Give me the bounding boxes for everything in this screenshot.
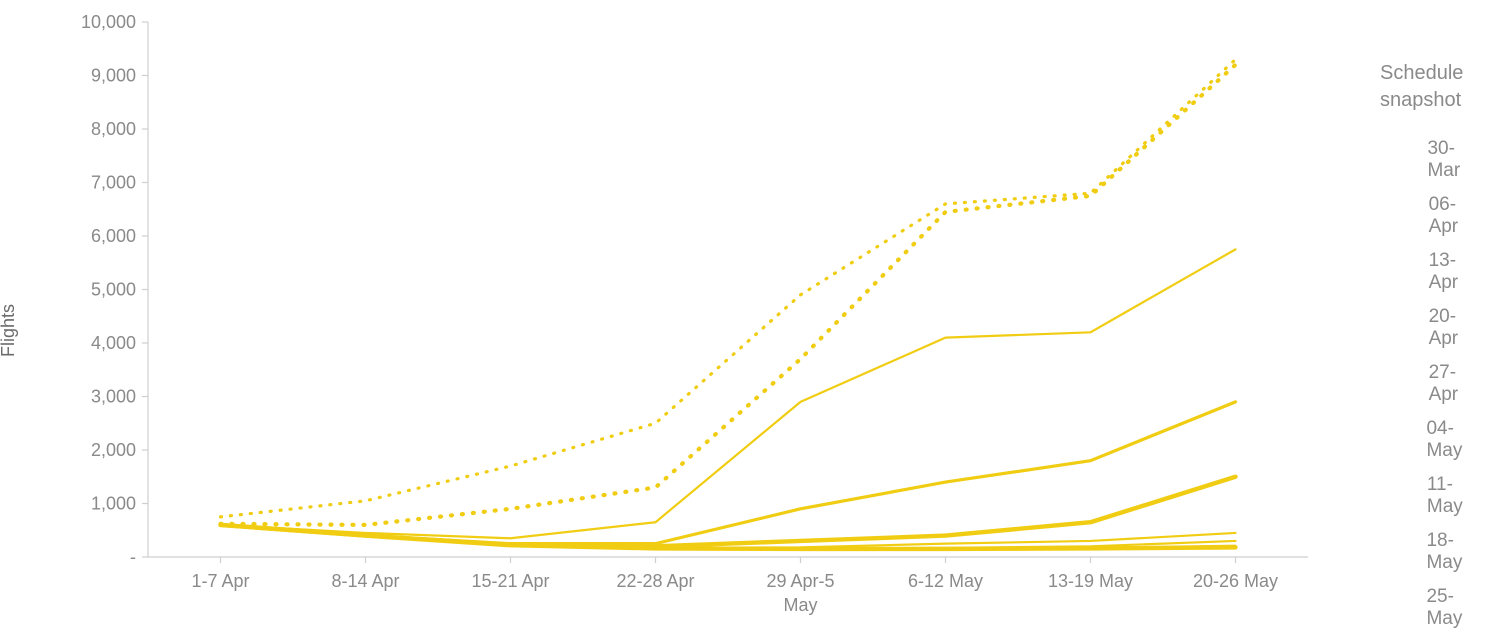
- legend-item: 13-Apr: [1380, 250, 1474, 294]
- line-chart: - 1,000 2,000 3,000 4,000 5,000 6,000 7,000 8,00…: [60, 10, 1352, 630]
- series-line: [221, 65, 1236, 525]
- legend-label: 20-Apr: [1429, 306, 1474, 350]
- x-tick-label: 29 Apr-5: [766, 571, 834, 591]
- series-line: [221, 59, 1236, 516]
- legend-label: 06-Apr: [1429, 194, 1474, 238]
- legend-items: 30-Mar 06-Apr 13-Apr 20-Apr 27-Apr 04-May 11-M…: [1380, 138, 1474, 630]
- y-tick-label: 10,000: [81, 12, 136, 32]
- chart-container: Flights - 1,000 2,000 3,000 4,000 5,000 6,000 7…: [0, 0, 1492, 639]
- legend-label: 04-May: [1426, 418, 1473, 462]
- x-tick-label: May: [783, 595, 817, 615]
- series-line: [221, 249, 1236, 538]
- y-axis-title: Flights: [0, 303, 19, 356]
- legend-item: 04-May: [1380, 418, 1474, 462]
- y-tick-label: 4,000: [91, 333, 136, 353]
- chart-legend: Schedule snapshot 30-Mar 06-Apr 13-Apr 20-A…: [1352, 0, 1492, 639]
- legend-item: 30-Mar: [1380, 138, 1474, 182]
- y-tick-label: 2,000: [91, 440, 136, 460]
- legend-item: 27-Apr: [1380, 362, 1474, 406]
- x-tick-label: 15-21 Apr: [471, 571, 549, 591]
- x-tick-label: 22-28 Apr: [616, 571, 694, 591]
- y-tick-label: -: [130, 547, 136, 567]
- y-tick-label: 5,000: [91, 280, 136, 300]
- legend-item: 06-Apr: [1380, 194, 1474, 238]
- legend-item: 20-Apr: [1380, 306, 1474, 350]
- y-tick-label: 9,000: [91, 66, 136, 86]
- x-tick-label: 6-12 May: [908, 571, 983, 591]
- y-tick-label: 6,000: [91, 226, 136, 246]
- y-tick-label: 8,000: [91, 119, 136, 139]
- y-tick-label: 1,000: [91, 494, 136, 514]
- legend-title: Schedule snapshot: [1380, 60, 1474, 114]
- legend-label: 25-May: [1426, 586, 1473, 630]
- x-tick-label: 1-7 Apr: [191, 571, 249, 591]
- legend-label: 13-Apr: [1429, 250, 1474, 294]
- legend-item: 11-May: [1380, 474, 1474, 518]
- legend-label: 27-Apr: [1429, 362, 1474, 406]
- legend-label: 30-Mar: [1427, 138, 1473, 182]
- legend-item: 18-May: [1380, 530, 1474, 574]
- y-tick-label: 3,000: [91, 387, 136, 407]
- x-tick-label: 8-14 Apr: [331, 571, 399, 591]
- legend-item: 25-May: [1380, 586, 1474, 630]
- chart-plot-wrap: Flights - 1,000 2,000 3,000 4,000 5,000 6,000 7…: [0, 0, 1352, 639]
- y-tick-label: 7,000: [91, 173, 136, 193]
- x-tick-label: 20-26 May: [1193, 571, 1278, 591]
- x-tick-label: 13-19 May: [1048, 571, 1133, 591]
- legend-label: 18-May: [1426, 530, 1473, 574]
- legend-label: 11-May: [1427, 474, 1474, 518]
